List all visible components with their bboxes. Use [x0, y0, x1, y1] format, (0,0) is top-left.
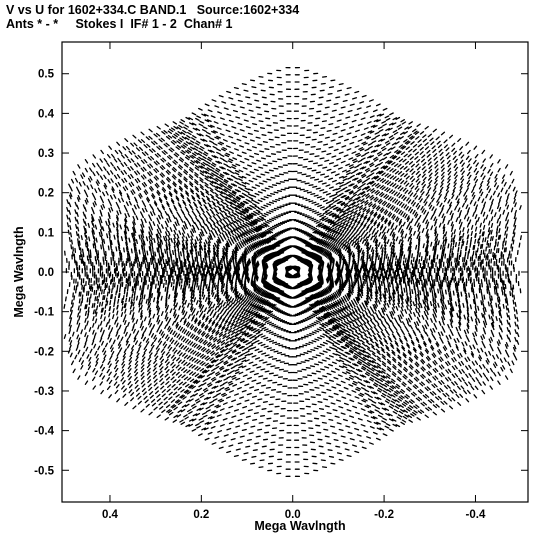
y-tick-label: 0.0: [38, 267, 54, 279]
x-tick-label: -0.2: [374, 509, 394, 521]
y-tick-label: -0.5: [34, 465, 54, 477]
x-axis-label: Mega Wavlngth: [254, 519, 345, 533]
x-tick-label: 0.2: [193, 509, 209, 521]
y-tick-label: -0.3: [34, 386, 54, 398]
x-tick-label: 0.4: [102, 509, 119, 521]
y-tick-label: 0.4: [38, 108, 55, 120]
y-tick-label: -0.2: [34, 346, 54, 358]
uv-points: [63, 66, 522, 478]
y-tick-label: -0.1: [34, 307, 54, 319]
x-tick-label: 0.0: [285, 509, 301, 521]
plot-subtitle: Ants * - * Stokes I IF# 1 - 2 Chan# 1: [6, 17, 233, 31]
x-axis-ticks: 0.4 0.2 0.0 -0.2 -0.4: [102, 42, 486, 521]
x-tick-label: -0.4: [466, 509, 486, 521]
y-tick-label: 0.3: [38, 148, 54, 160]
y-tick-label: 0.2: [38, 188, 54, 200]
y-tick-label: 0.1: [38, 227, 55, 239]
y-tick-label: 0.5: [38, 69, 55, 81]
y-axis-ticks: 0.5 0.4 0.3 0.2 0.1 0.0 -0.1 -0.2 -0.3 -0.4 -0.5: [34, 69, 528, 477]
plot-title: V vs U for 1602+334.C BAND.1 Source:1602…: [6, 3, 300, 17]
y-tick-label: -0.4: [34, 426, 54, 438]
y-axis-label: Mega Wavlngth: [12, 226, 26, 317]
uv-point-trails: [63, 66, 522, 478]
